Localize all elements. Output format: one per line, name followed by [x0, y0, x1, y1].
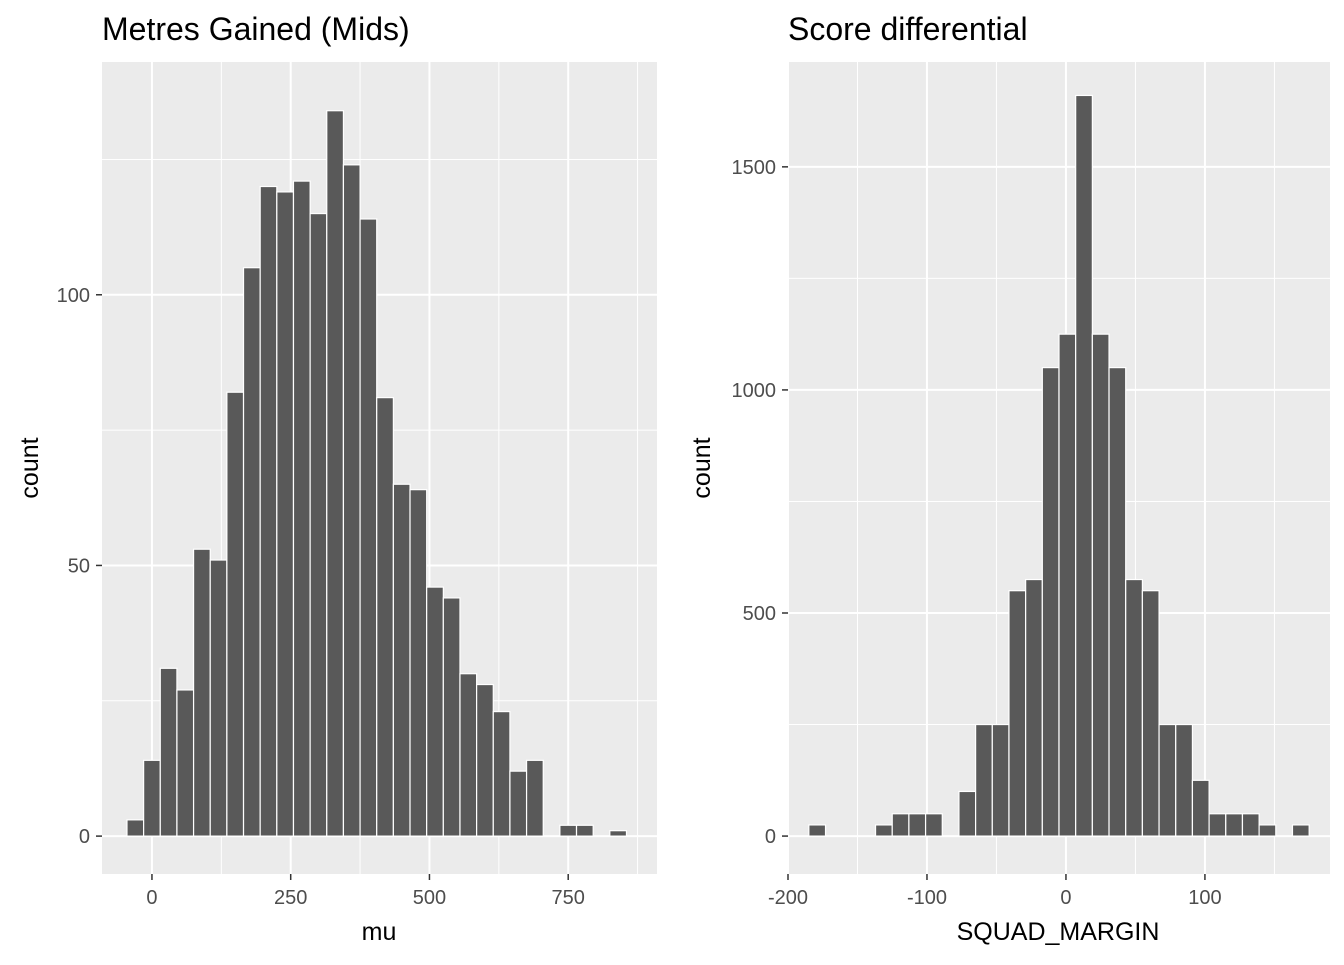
histogram-bar	[1191, 779, 1210, 837]
histogram-bar	[442, 597, 461, 837]
histogram-bar	[226, 391, 245, 837]
histogram-bar	[1241, 813, 1260, 837]
histogram-bar	[1175, 723, 1194, 837]
histogram-bar	[1025, 578, 1043, 837]
bars	[808, 94, 1310, 837]
histogram-bar	[192, 548, 211, 837]
histogram-bar	[1058, 333, 1077, 837]
histogram-metres-gained: Metres Gained (Mids) 0 250 500 750 0 50 100 m…	[16, 11, 657, 946]
histogram-bar	[392, 483, 411, 837]
y-tick-label: 500	[743, 603, 776, 625]
y-tick-label: 50	[68, 555, 90, 577]
histogram-bar	[1208, 813, 1227, 837]
histogram-bar	[292, 180, 311, 837]
y-tick-label: 1000	[732, 380, 777, 402]
bars	[126, 110, 628, 837]
histogram-bar	[1075, 94, 1093, 837]
histogram-bar	[342, 164, 361, 837]
x-axis-ticks: 0 250 500 750	[146, 874, 585, 909]
histogram-bar	[1141, 590, 1160, 837]
histogram-bar	[159, 667, 178, 837]
histogram-bar	[1008, 590, 1027, 837]
x-tick-label: 100	[1188, 887, 1221, 909]
x-tick-label: 250	[274, 887, 307, 909]
histogram-bar	[525, 759, 544, 837]
histogram-bar	[176, 689, 195, 837]
y-tick-label: 0	[765, 826, 776, 848]
histogram-bar	[409, 489, 428, 837]
x-axis-label: mu	[362, 918, 397, 946]
y-axis-ticks: 0 50 100	[57, 285, 102, 848]
chart-title: Metres Gained (Mids)	[102, 11, 410, 47]
histogram-bar	[609, 830, 628, 837]
histogram-bar	[1291, 824, 1310, 837]
histogram-bar	[958, 790, 977, 837]
histogram-bar	[476, 683, 494, 837]
histogram-bar	[509, 770, 528, 837]
histogram-bar	[1041, 367, 1060, 837]
histogram-bar	[309, 212, 328, 837]
x-tick-label: 0	[146, 887, 157, 909]
histogram-bar	[559, 824, 578, 837]
histogram-bar	[1091, 333, 1110, 837]
histogram-bar	[924, 813, 943, 837]
histogram-bar	[276, 191, 295, 837]
histogram-bar	[1158, 723, 1177, 837]
y-tick-label: 0	[79, 826, 90, 848]
histogram-bar	[376, 397, 394, 837]
x-tick-label: -100	[907, 887, 947, 909]
histogram-bar	[1108, 367, 1127, 837]
x-tick-label: 500	[413, 887, 446, 909]
histogram-bar	[808, 824, 827, 837]
histogram-bar	[459, 673, 478, 837]
histogram-bar	[259, 185, 278, 837]
x-axis-ticks: -200 -100 0 100	[768, 874, 1222, 909]
y-axis-ticks: 0 500 1000 1500	[732, 157, 788, 848]
histogram-bar	[359, 218, 378, 837]
histogram-bar	[1225, 813, 1244, 837]
histogram-score-differential: Score differential -200 -100 0 100 0 500 1000…	[688, 11, 1330, 946]
x-tick-label: -200	[768, 887, 808, 909]
histogram-bar	[209, 559, 228, 837]
chart-title: Score differential	[788, 11, 1028, 47]
histogram-bar	[492, 710, 511, 837]
x-axis-label: SQUAD_MARGIN	[957, 918, 1160, 946]
y-tick-label: 1500	[732, 157, 777, 179]
x-tick-label: 0	[1060, 887, 1071, 909]
histogram-bar	[326, 110, 345, 837]
histogram-bar	[891, 813, 910, 837]
histogram-bar	[575, 824, 594, 837]
histogram-bar	[143, 759, 161, 837]
x-tick-label: 750	[552, 887, 585, 909]
histogram-bar	[1125, 578, 1143, 837]
histogram-bar	[426, 586, 444, 837]
y-tick-label: 100	[57, 285, 90, 307]
y-axis-label: count	[688, 437, 716, 498]
histogram-bar	[126, 819, 145, 837]
histogram-bar	[242, 267, 261, 837]
histogram-bar	[975, 723, 993, 837]
histogram-bar	[991, 723, 1010, 837]
histogram-bar	[908, 813, 927, 837]
histogram-bar	[874, 824, 893, 837]
histogram-bar	[1258, 824, 1277, 837]
y-axis-label: count	[16, 437, 44, 498]
